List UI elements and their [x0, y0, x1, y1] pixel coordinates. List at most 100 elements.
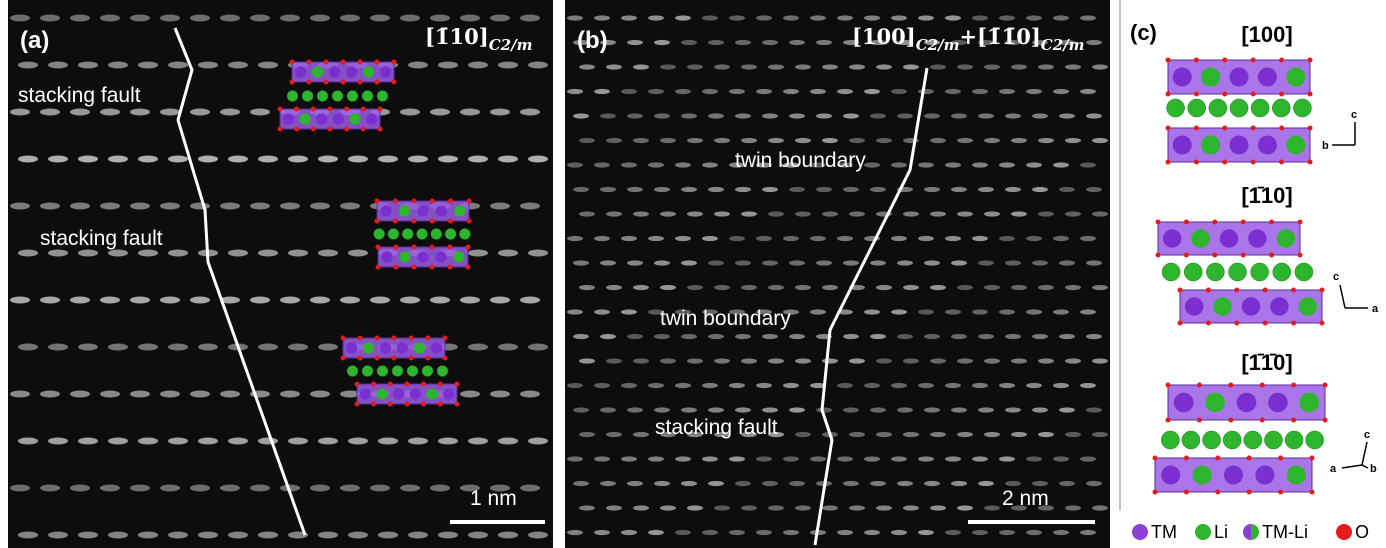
atom-column: [627, 407, 643, 412]
atom-column: [460, 109, 480, 116]
atom-column: [660, 138, 676, 143]
atom-column: [864, 162, 880, 167]
o-atom: [378, 107, 383, 112]
atom-column: [40, 391, 60, 398]
atom-column: [957, 432, 973, 437]
atom-column: [891, 456, 907, 461]
atom-column: [348, 156, 368, 163]
atom-column: [250, 485, 270, 492]
atom-column: [100, 203, 120, 210]
atom-column: [972, 530, 988, 535]
annotation: stacking fault: [18, 84, 141, 107]
o-atom: [1241, 253, 1246, 258]
atom-column: [741, 211, 757, 216]
o-atom: [1153, 456, 1158, 461]
atom-column: [984, 211, 1000, 216]
atom-column: [918, 89, 934, 94]
o-atom: [376, 245, 381, 250]
o-atom: [307, 80, 312, 85]
atom-column: [876, 138, 892, 143]
atom-column: [714, 211, 730, 216]
atom-column: [810, 15, 826, 20]
o-atom: [1156, 253, 1161, 258]
atom-column: [864, 530, 880, 535]
atom-column: [1086, 40, 1102, 45]
atom-column: [430, 297, 450, 304]
atom-column: [891, 89, 907, 94]
atom-column: [633, 358, 649, 363]
o-atom: [341, 336, 346, 341]
o-atom: [341, 80, 346, 85]
atom-column: [741, 64, 757, 69]
tm-atom: [1229, 135, 1248, 154]
atom-column: [756, 236, 772, 241]
o-atom: [1166, 126, 1171, 131]
atom-column: [675, 530, 691, 535]
atom-column: [40, 109, 60, 116]
atom-column: [1053, 309, 1069, 314]
atom-column: [930, 138, 946, 143]
atom-column: [708, 40, 724, 45]
atom-column: [945, 309, 961, 314]
tm-atom: [399, 205, 410, 216]
tm-atom: [1205, 393, 1225, 413]
atom-column: [130, 109, 150, 116]
atom-column: [228, 62, 248, 69]
atom-column: [1053, 236, 1069, 241]
li-atom: [437, 366, 448, 377]
atom-column: [924, 187, 940, 192]
atom-column: [567, 162, 583, 167]
atom-column: [438, 156, 458, 163]
atom-column: [822, 64, 838, 69]
o-atom: [448, 245, 453, 250]
atom-column: [768, 138, 784, 143]
tm-atom: [363, 66, 374, 77]
li-atom: [1251, 263, 1269, 281]
tm-atom: [1286, 135, 1305, 154]
atom-column: [768, 505, 784, 510]
atom-column: [930, 358, 946, 363]
atom-column: [168, 156, 188, 163]
o-atom: [1166, 418, 1171, 423]
tm-atom: [1268, 393, 1288, 413]
o-atom: [1228, 383, 1233, 388]
atom-column: [621, 530, 637, 535]
atom-column: [190, 391, 210, 398]
atom-column: [795, 358, 811, 363]
atom-column: [228, 532, 248, 539]
legend-swatch: [1132, 524, 1148, 540]
tm-atom: [1201, 67, 1220, 86]
tm-atom: [1299, 297, 1317, 315]
o-atom: [344, 127, 349, 132]
atom-column: [648, 530, 664, 535]
atom-column: [675, 89, 691, 94]
atom-column: [198, 438, 218, 445]
o-atom: [426, 356, 431, 361]
o-atom: [1222, 160, 1227, 165]
atom-column: [816, 260, 832, 265]
atom-column: [810, 309, 826, 314]
tm-atom: [1258, 67, 1277, 86]
li-atom: [392, 366, 403, 377]
o-atom: [438, 382, 443, 387]
li-atom: [422, 366, 433, 377]
atom-column: [1086, 260, 1102, 265]
atom-column: [1038, 138, 1054, 143]
o-atom: [361, 127, 366, 132]
o-atom: [1184, 490, 1189, 495]
annotation: stacking fault: [40, 227, 163, 250]
atom-column: [729, 89, 745, 94]
o-atom: [1166, 160, 1171, 165]
atom-column: [198, 62, 218, 69]
atom-column: [675, 383, 691, 388]
atom-column: [528, 438, 548, 445]
atom-column: [600, 260, 616, 265]
o-atom: [1184, 456, 1189, 461]
atom-column: [400, 15, 420, 22]
atom-column: [498, 344, 518, 351]
atom-column: [168, 250, 188, 257]
tm-atom: [417, 205, 428, 216]
atom-column: [1032, 187, 1048, 192]
li-atom: [1188, 99, 1206, 117]
atom-column: [849, 505, 865, 510]
